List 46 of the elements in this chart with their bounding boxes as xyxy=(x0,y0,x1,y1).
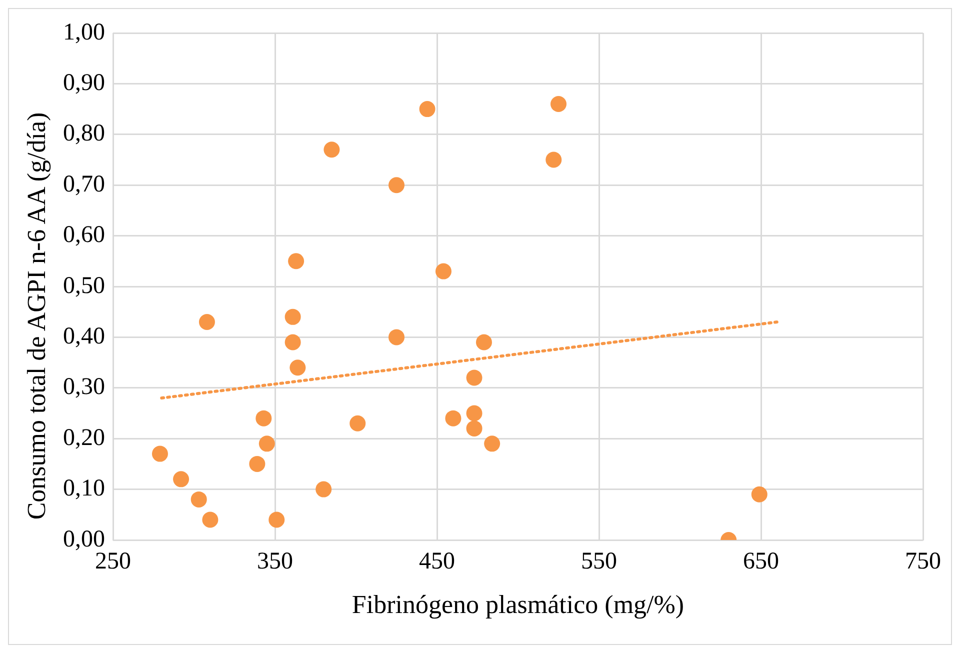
point xyxy=(388,329,404,346)
point xyxy=(466,405,482,422)
y-tick-label: 0,50 xyxy=(63,272,105,299)
x-tick-label: 550 xyxy=(581,548,617,575)
point xyxy=(546,152,562,168)
point xyxy=(466,370,482,386)
y-tick-label: 0,20 xyxy=(63,424,105,451)
point xyxy=(350,415,366,432)
point xyxy=(284,334,301,350)
y-tick-label: 0,90 xyxy=(63,70,105,96)
point xyxy=(249,456,266,472)
x-tick-label: 350 xyxy=(257,548,293,575)
point xyxy=(173,471,190,488)
y-tick-label: 1,00 xyxy=(63,19,105,46)
point xyxy=(476,334,492,350)
point xyxy=(198,314,215,330)
y-tick-label: 0,70 xyxy=(63,171,105,198)
point xyxy=(388,177,404,194)
point xyxy=(550,96,566,112)
point xyxy=(419,101,436,118)
point xyxy=(435,263,452,280)
x-tick-label: 650 xyxy=(743,548,779,575)
point xyxy=(484,436,500,452)
point xyxy=(284,308,301,325)
point xyxy=(258,436,275,452)
point xyxy=(290,360,306,376)
point xyxy=(751,486,768,502)
y-tick-label: 0,30 xyxy=(63,374,105,400)
point xyxy=(324,142,340,158)
x-tick-label: 450 xyxy=(419,548,455,575)
x-tick-label: 750 xyxy=(905,548,941,575)
y-tick-label: 0,40 xyxy=(63,323,105,350)
x-axis-title: Fibrinógeno plasmático (mg/%) xyxy=(352,590,684,620)
point xyxy=(288,253,304,270)
y-tick-label: 0,80 xyxy=(63,120,105,147)
point xyxy=(152,446,168,462)
point xyxy=(256,410,272,426)
point xyxy=(190,491,207,508)
y-tick-label: 0,60 xyxy=(63,222,105,248)
y-tick-label: 0,10 xyxy=(63,476,105,502)
point xyxy=(268,512,285,528)
point xyxy=(445,410,462,426)
point xyxy=(466,420,482,436)
point xyxy=(202,512,218,528)
point xyxy=(316,481,332,498)
y-axis-title: Consumo total de AGPI n-6 AA (g/día) xyxy=(21,111,52,522)
